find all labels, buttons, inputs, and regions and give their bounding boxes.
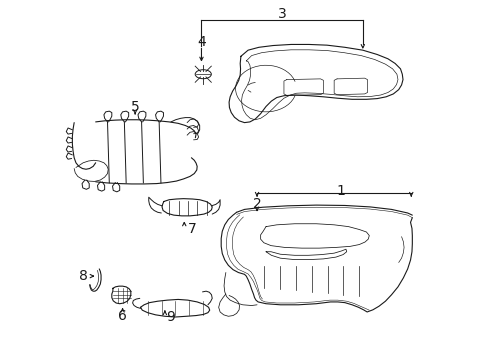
Text: 4: 4 xyxy=(197,35,205,49)
Text: 5: 5 xyxy=(130,100,139,114)
Text: 1: 1 xyxy=(336,184,345,198)
Text: 7: 7 xyxy=(188,222,197,237)
Text: 2: 2 xyxy=(252,197,261,211)
Text: 3: 3 xyxy=(277,7,286,21)
Text: 6: 6 xyxy=(118,309,127,323)
Text: 9: 9 xyxy=(166,310,175,324)
Text: 8: 8 xyxy=(79,269,88,283)
